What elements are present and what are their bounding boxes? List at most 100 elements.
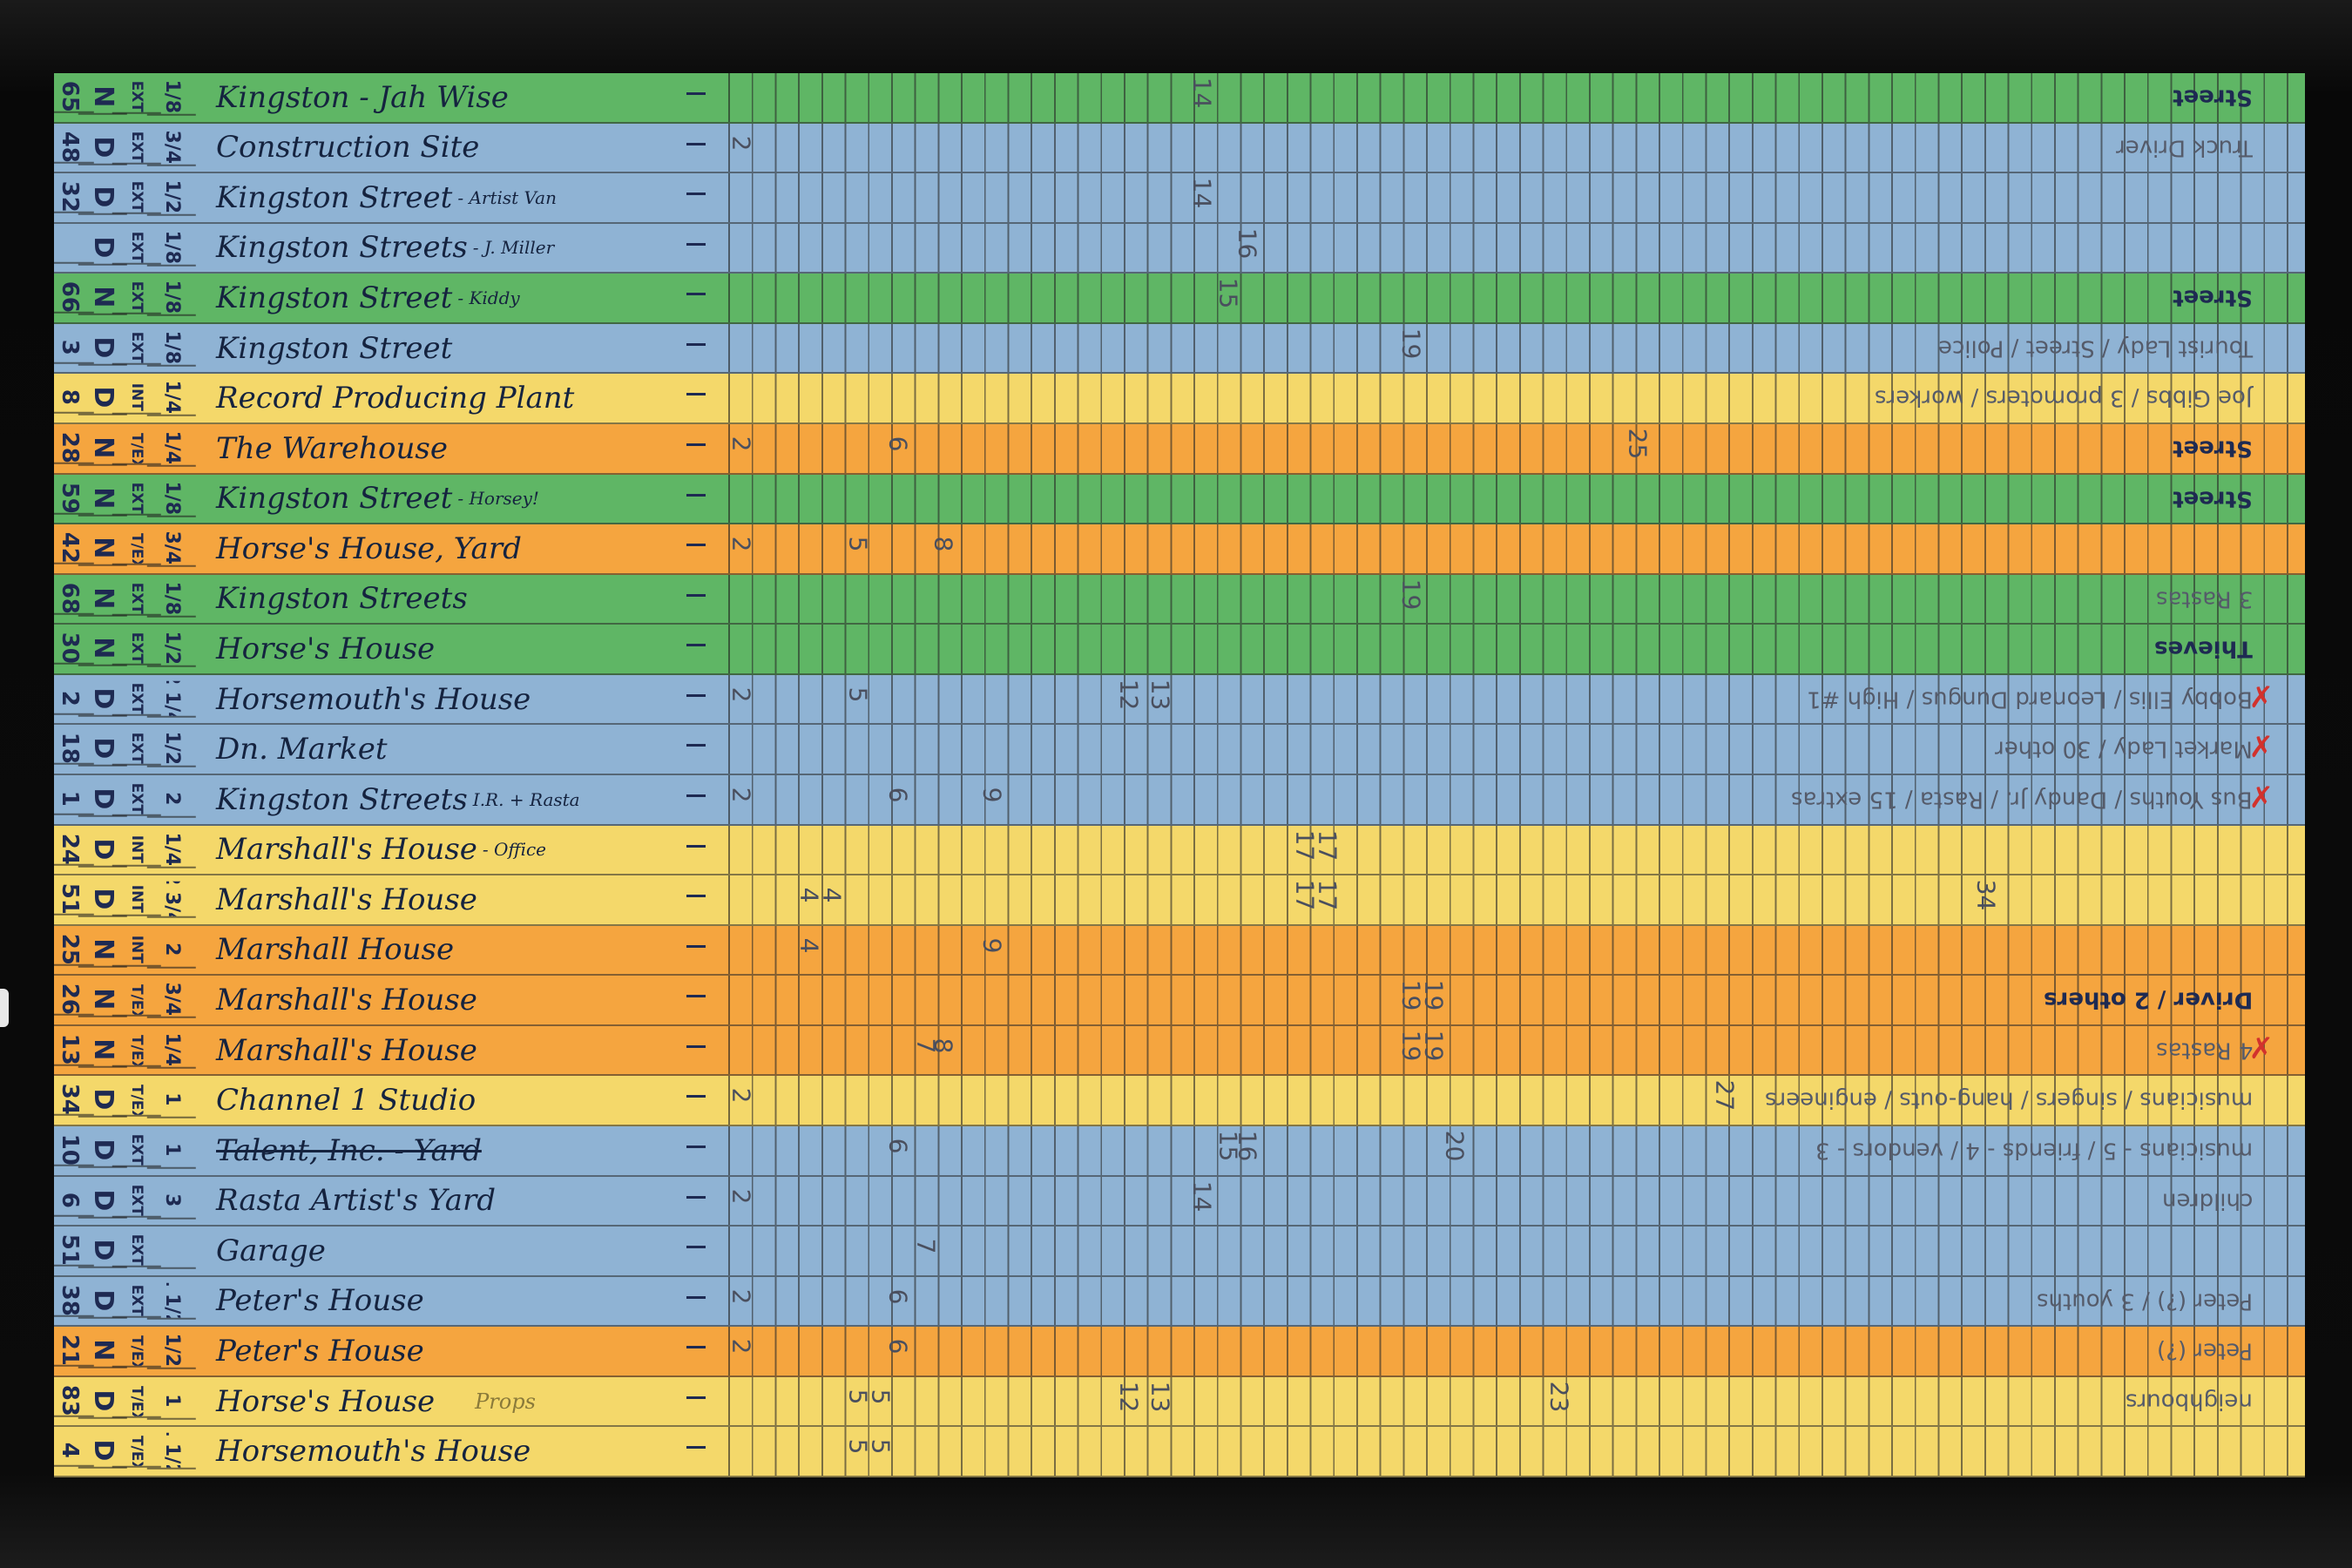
cast-number: 17 — [1313, 829, 1342, 861]
cast-number: 27 — [1710, 1080, 1740, 1112]
scene-title-text: Kingston Street — [216, 179, 453, 215]
cast-number: 2 — [727, 1288, 756, 1305]
page-count: 1/8 — [147, 229, 196, 267]
cast-note: Truck Driver — [2116, 134, 2253, 161]
cast-number: 7 — [911, 1238, 941, 1254]
lead-mark — [686, 142, 706, 145]
cast-note: Bobby Ellis / Leonard Dungus / High #1 — [1807, 686, 2253, 713]
scene-title-text: Peter's House — [216, 1283, 424, 1319]
cast-number: 2 — [727, 1338, 756, 1355]
page-count: 1 — [147, 1132, 196, 1169]
cast-grid — [730, 1076, 2305, 1125]
scene-title: Kingston Street - Horsey! — [190, 474, 730, 524]
scene-title: Kingston Streets I.R. + Rasta — [190, 775, 730, 824]
lead-mark — [686, 293, 706, 296]
cast-note: Street — [2173, 435, 2253, 462]
scene-title-text: Marshall House — [216, 932, 455, 968]
strip-row: 18 D EXT 1/2 Dn. Market Market Lady / 30 othe… — [54, 725, 2305, 775]
cast-number: 9 — [977, 787, 1007, 803]
cast-note: Peter (?) — [2157, 1338, 2253, 1365]
cast-note: musicians - 5 / friends - 4 / vendors - … — [1815, 1137, 2253, 1164]
cast-grid — [730, 1327, 2305, 1375]
scene-title: Peter's House — [190, 1276, 730, 1326]
scene-suffix: - Office — [482, 839, 547, 861]
lead-mark — [686, 744, 706, 747]
cast-note: 4 Rastas — [2155, 1037, 2253, 1064]
scene-title: Marshall House — [190, 925, 730, 975]
cast-grid — [730, 925, 2305, 975]
scene-title: Construction Site — [190, 123, 730, 172]
scene-title-text: Peter's House — [216, 1334, 424, 1369]
scene-title: Marshall's House - Office — [190, 825, 730, 875]
scene-suffix: - Kiddy — [457, 287, 520, 309]
lead-mark — [686, 1396, 706, 1399]
cast-note: neighbours — [2126, 1388, 2253, 1415]
cross-mark-icon: ✗ — [2248, 730, 2274, 766]
cast-number: 6 — [883, 787, 913, 803]
cast-note: Bus Youths / Dandy Jr. / Rasta / 15 extr… — [1791, 786, 2253, 813]
page-count: 1/8 — [147, 580, 196, 618]
lead-mark — [686, 493, 706, 497]
lead-mark — [686, 193, 706, 196]
strip-row: 51 D EXT Garage 7 — [54, 1227, 2305, 1277]
lead-mark — [686, 794, 706, 797]
strip-row: 24 D INT 1/4 Marshall's House - Office 17 17 — [54, 825, 2305, 876]
page-count: 1/8 — [147, 329, 196, 367]
cast-number: 5 — [843, 536, 873, 552]
cast-grid — [730, 223, 2305, 273]
cast-grid — [730, 1126, 2305, 1175]
scene-title: Marshall's House — [190, 875, 730, 924]
cast-number: 4 — [794, 937, 824, 954]
strip-row: 32 D EXT 1/2 Kingston Street - Artist Van 14 — [54, 173, 2305, 224]
strip-row: 68 N EXT 1/8 Kingston Streets 19 3 Rastas — [54, 574, 2305, 625]
page-count: 3/4 — [147, 530, 196, 567]
scene-title-text: Talent, Inc. - Yard — [216, 1132, 482, 1168]
scene-title: Record Producing Plant — [190, 374, 730, 422]
page-count: 3/4 — [147, 982, 196, 1019]
page-count: 2 — [147, 781, 196, 818]
lead-mark — [686, 995, 706, 998]
scene-title-text: Kingston Streets — [216, 581, 468, 617]
strip-row: 21 N INT/EXT 1/2 Peter's House 2 6 Peter (?) — [54, 1327, 2305, 1377]
cast-grid — [730, 374, 2305, 422]
scene-title-text: Marshall's House — [216, 983, 477, 1018]
lead-mark — [686, 844, 706, 848]
page-count: 2 1/4 — [147, 680, 196, 718]
page-count: 1/4 — [147, 831, 196, 868]
scene-title: Channel 1 Studio — [190, 1076, 730, 1125]
lead-mark — [686, 895, 706, 898]
cast-grid — [730, 775, 2305, 824]
lead-mark — [686, 1446, 706, 1450]
scene-title-text: Marshall's House — [216, 1032, 477, 1068]
lead-mark — [686, 1095, 706, 1098]
strip-row: 8 D INT 1/4 Record Producing Plant Joe Gibbs … — [54, 374, 2305, 424]
cast-number: 2 — [727, 536, 756, 552]
cast-note: musicians / singers / hang-outs / engine… — [1764, 1087, 2253, 1114]
scene-title: Dn. Market — [190, 725, 730, 774]
cast-grid — [730, 1227, 2305, 1275]
cast-note: Market Lady / 30 other — [1995, 736, 2253, 763]
cast-number: 9 — [977, 937, 1007, 954]
cast-number: 2 — [727, 1088, 756, 1104]
page-count: 1/8 — [147, 280, 196, 317]
scene-title-text: The Warehouse — [216, 430, 448, 466]
strip-row: D EXT 1/8 Kingston Streets - J. Miller 16 — [54, 223, 2305, 274]
cast-number: 14 — [1187, 77, 1217, 109]
stripboard: 65 N EXT 1/8 Kingston - Jah Wise 14 Street 48 D E… — [54, 73, 2305, 1477]
lead-mark — [686, 1044, 706, 1048]
scene-title-text: Horsemouth's House — [216, 681, 531, 717]
strip-row: 3 D EXT 1/8 Kingston Street 19 Tourist Lady / … — [54, 323, 2305, 375]
lead-mark — [686, 1295, 706, 1299]
cast-grid — [730, 73, 2305, 122]
lead-mark — [686, 242, 706, 246]
scene-title: Horse's House Props — [190, 1376, 730, 1426]
strip-row: 4 D INT/EXT 1 1/2 Horsemouth's House 5 5 — [54, 1427, 2305, 1477]
strip-row: 1 D EXT 2 Kingston Streets I.R. + Rasta 2 6 9 Bus… — [54, 775, 2305, 826]
scene-title: Horse's House — [190, 625, 730, 673]
cast-number: 16 — [1233, 1130, 1262, 1162]
cast-grid — [730, 123, 2305, 172]
scene-title-text: Marshall's House — [216, 832, 477, 868]
scene-title: Talent, Inc. - Yard — [190, 1126, 730, 1175]
cast-note: Thieves — [2154, 636, 2253, 663]
lead-mark — [686, 1146, 706, 1148]
